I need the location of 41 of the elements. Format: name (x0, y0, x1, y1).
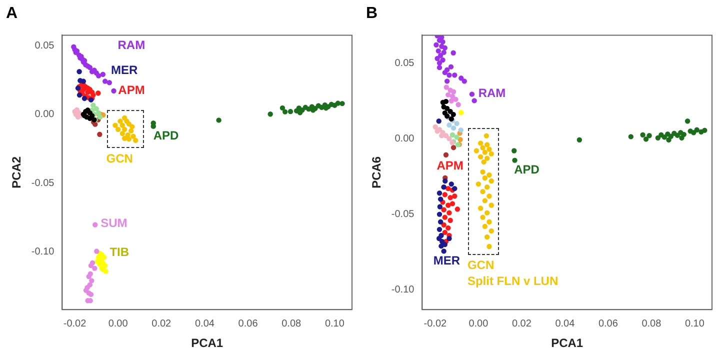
series-label: MER (433, 254, 460, 268)
series-label: APM (436, 158, 464, 172)
series-label: APM (118, 83, 145, 98)
series-label: RAM (478, 86, 506, 100)
y-tick-label: -0.10 (31, 246, 55, 258)
x-tick-label: 0.10 (324, 318, 345, 330)
y-tick-label: -0.10 (391, 284, 415, 296)
x-tick-label: 0.06 (238, 318, 258, 330)
x-tick-label: 0.00 (468, 318, 489, 330)
y-tick-label: -0.05 (391, 209, 415, 220)
x-tick-label: 0.02 (152, 318, 172, 330)
series-label: APD (153, 128, 180, 143)
y-axis-title: PCA2 (10, 156, 24, 188)
series-label: GCN (106, 152, 133, 166)
series-label: SUM (100, 216, 128, 230)
x-axis-title: PCA1 (191, 336, 224, 350)
y-axis-title: PCA6 (370, 156, 384, 188)
y-tick-label: 0.00 (394, 133, 415, 144)
x-tick-label: 0.08 (642, 318, 662, 330)
x-tick-label: 0.06 (598, 318, 618, 330)
y-tick-label: 0.00 (34, 109, 55, 120)
y-tick-label: 0.05 (394, 58, 415, 69)
series-label: TIB (110, 244, 130, 259)
y-tick-label: 0.05 (34, 40, 55, 52)
x-axis-title: PCA1 (551, 336, 584, 350)
series-label: GCN (467, 258, 494, 272)
x-tick-label: 0.02 (512, 318, 532, 330)
y-tick-label: -0.05 (31, 178, 55, 189)
chart-title: B (366, 5, 378, 22)
annotation: Split FLN v LUN (467, 274, 558, 288)
series-label: APD (514, 162, 540, 177)
x-tick-label: 0.08 (282, 318, 302, 330)
chart-title: A (6, 5, 18, 22)
x-tick-label: 0.10 (684, 318, 705, 330)
x-tick-label: 0.04 (194, 318, 215, 330)
x-tick-label: -0.02 (424, 318, 447, 330)
x-tick-label: 0.00 (108, 318, 128, 330)
x-tick-label: 0.04 (555, 318, 576, 330)
x-tick-label: -0.02 (63, 318, 87, 330)
text: MER (111, 62, 138, 77)
text: RAM (118, 38, 146, 52)
